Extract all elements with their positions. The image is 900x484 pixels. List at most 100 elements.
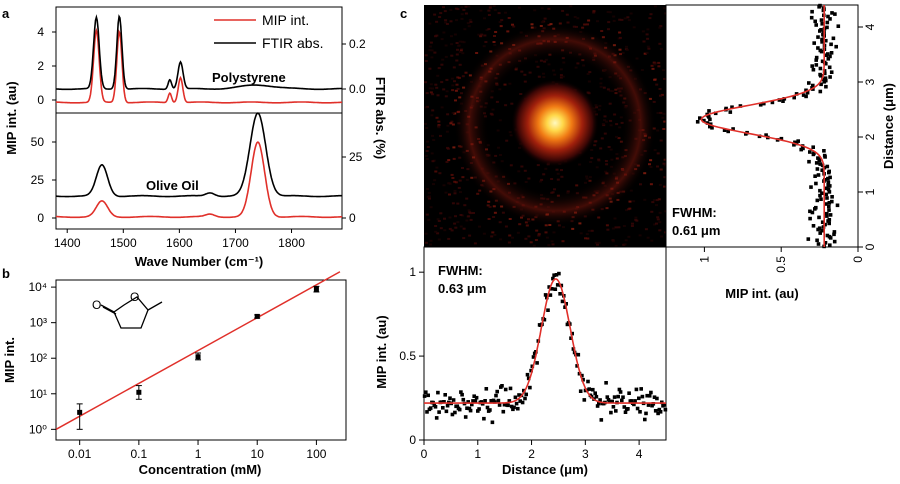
plot-c-bottom-frame [423,246,667,441]
image-pixel [565,13,569,16]
c-bottom-point [488,408,492,412]
image-pixel [628,207,632,210]
c-bottom-point [650,403,654,408]
c-bottom-point [457,407,462,412]
image-pixel [467,209,471,212]
image-pixel [458,40,462,43]
panel-label-a: a [2,6,10,21]
image-pixel [547,7,551,10]
image-pixel [431,160,435,163]
image-pixel [449,8,453,11]
c-bottom-point [581,377,585,382]
c-bottom-point [503,387,508,392]
image-pixel [483,34,487,37]
image-pixel [511,236,514,239]
image-pixel [438,172,442,175]
c-bottom-point [442,400,446,404]
image-pixel [656,216,660,219]
c-right-point [793,140,797,145]
c-right-point [809,185,813,189]
image-pixel [441,58,445,61]
c-bottom-point [609,410,613,415]
c-bottom-point [439,400,444,404]
image-pixel [461,40,464,43]
image-pixel [439,227,443,230]
image-pixel [443,10,447,13]
c-right-point [827,65,832,70]
image-pixel [449,20,453,23]
c-bottom-point [494,393,498,398]
c-right-point [809,15,814,20]
c-right-point [698,116,702,120]
image-pixel [456,221,460,224]
image-pixel [527,235,531,238]
image-pixel [650,64,654,67]
a-xtick-3: 1700 [222,236,249,250]
c-bottom-point [428,406,433,410]
image-pixel [624,239,628,242]
image-pixel [453,192,457,195]
image-pixel [435,166,439,169]
spectrum-line-mip-int- [56,141,343,219]
c-right-point [820,220,825,224]
c-right-point [815,167,820,171]
c-bottom-point [611,405,616,409]
c-right-point [820,40,824,44]
image-pixel [605,224,609,227]
image-pixel [428,22,432,25]
c-right-point [812,151,816,155]
c-bottom-fwhm-value: 0.63 μm [438,281,486,296]
image-pixel [658,211,662,214]
c-right-point [824,84,828,89]
c-bottom-point [604,381,608,385]
image-pixel [497,12,501,15]
b-ylabel: MIP int. [2,337,17,383]
image-pixel [643,198,647,201]
image-pixel [545,236,549,239]
c-bottom-point [547,285,551,289]
c-right-point [821,77,825,82]
c-right-point [835,203,840,208]
c-bottom-point [496,398,501,403]
c-right-point [829,51,834,55]
image-pixel [431,109,435,112]
c-bottom-ylabel: MIP int. (au) [374,315,389,388]
c-bottom-xtick-4: 4 [636,447,643,461]
image-pixel [649,183,653,186]
image-pixel [427,191,431,194]
a-bot-rtick-1: 25 [349,150,363,164]
image-pixel [500,19,504,22]
c-bottom-point [637,396,641,401]
c-right-point [834,44,838,49]
image-pixel [448,182,452,185]
c-bottom-xlabel: Distance (μm) [502,462,588,477]
image-pixel [467,5,471,8]
c-right-point [824,38,828,43]
c-right-point [827,201,832,205]
c-bottom-point [633,399,637,403]
image-pixel [659,25,663,28]
c-right-point [819,197,823,201]
mip-image [424,5,666,247]
c-right-point [825,196,829,200]
c-right-point [823,71,827,76]
image-pixel [445,23,449,25]
c-bottom-point [426,393,430,398]
c-bottom-point [599,418,604,422]
b-ytick-0: 10⁰ [29,422,47,436]
image-pixel [584,237,587,240]
image-pixel [664,210,666,213]
b-xtick-4: 100 [306,447,326,461]
c-bottom-point [617,387,622,392]
image-pixel [465,197,469,200]
c-bottom-xtick-3: 3 [582,447,589,461]
c-right-point [830,199,834,204]
image-pixel [448,193,451,196]
image-pixel [458,63,462,66]
c-right-fwhm-value: 0.61 μm [672,223,720,238]
c-bottom-point [470,402,474,407]
image-pixel [445,161,449,163]
c-bottom-ytick-2: 1 [409,265,416,279]
image-pixel [436,94,440,97]
c-right-point [820,191,824,195]
